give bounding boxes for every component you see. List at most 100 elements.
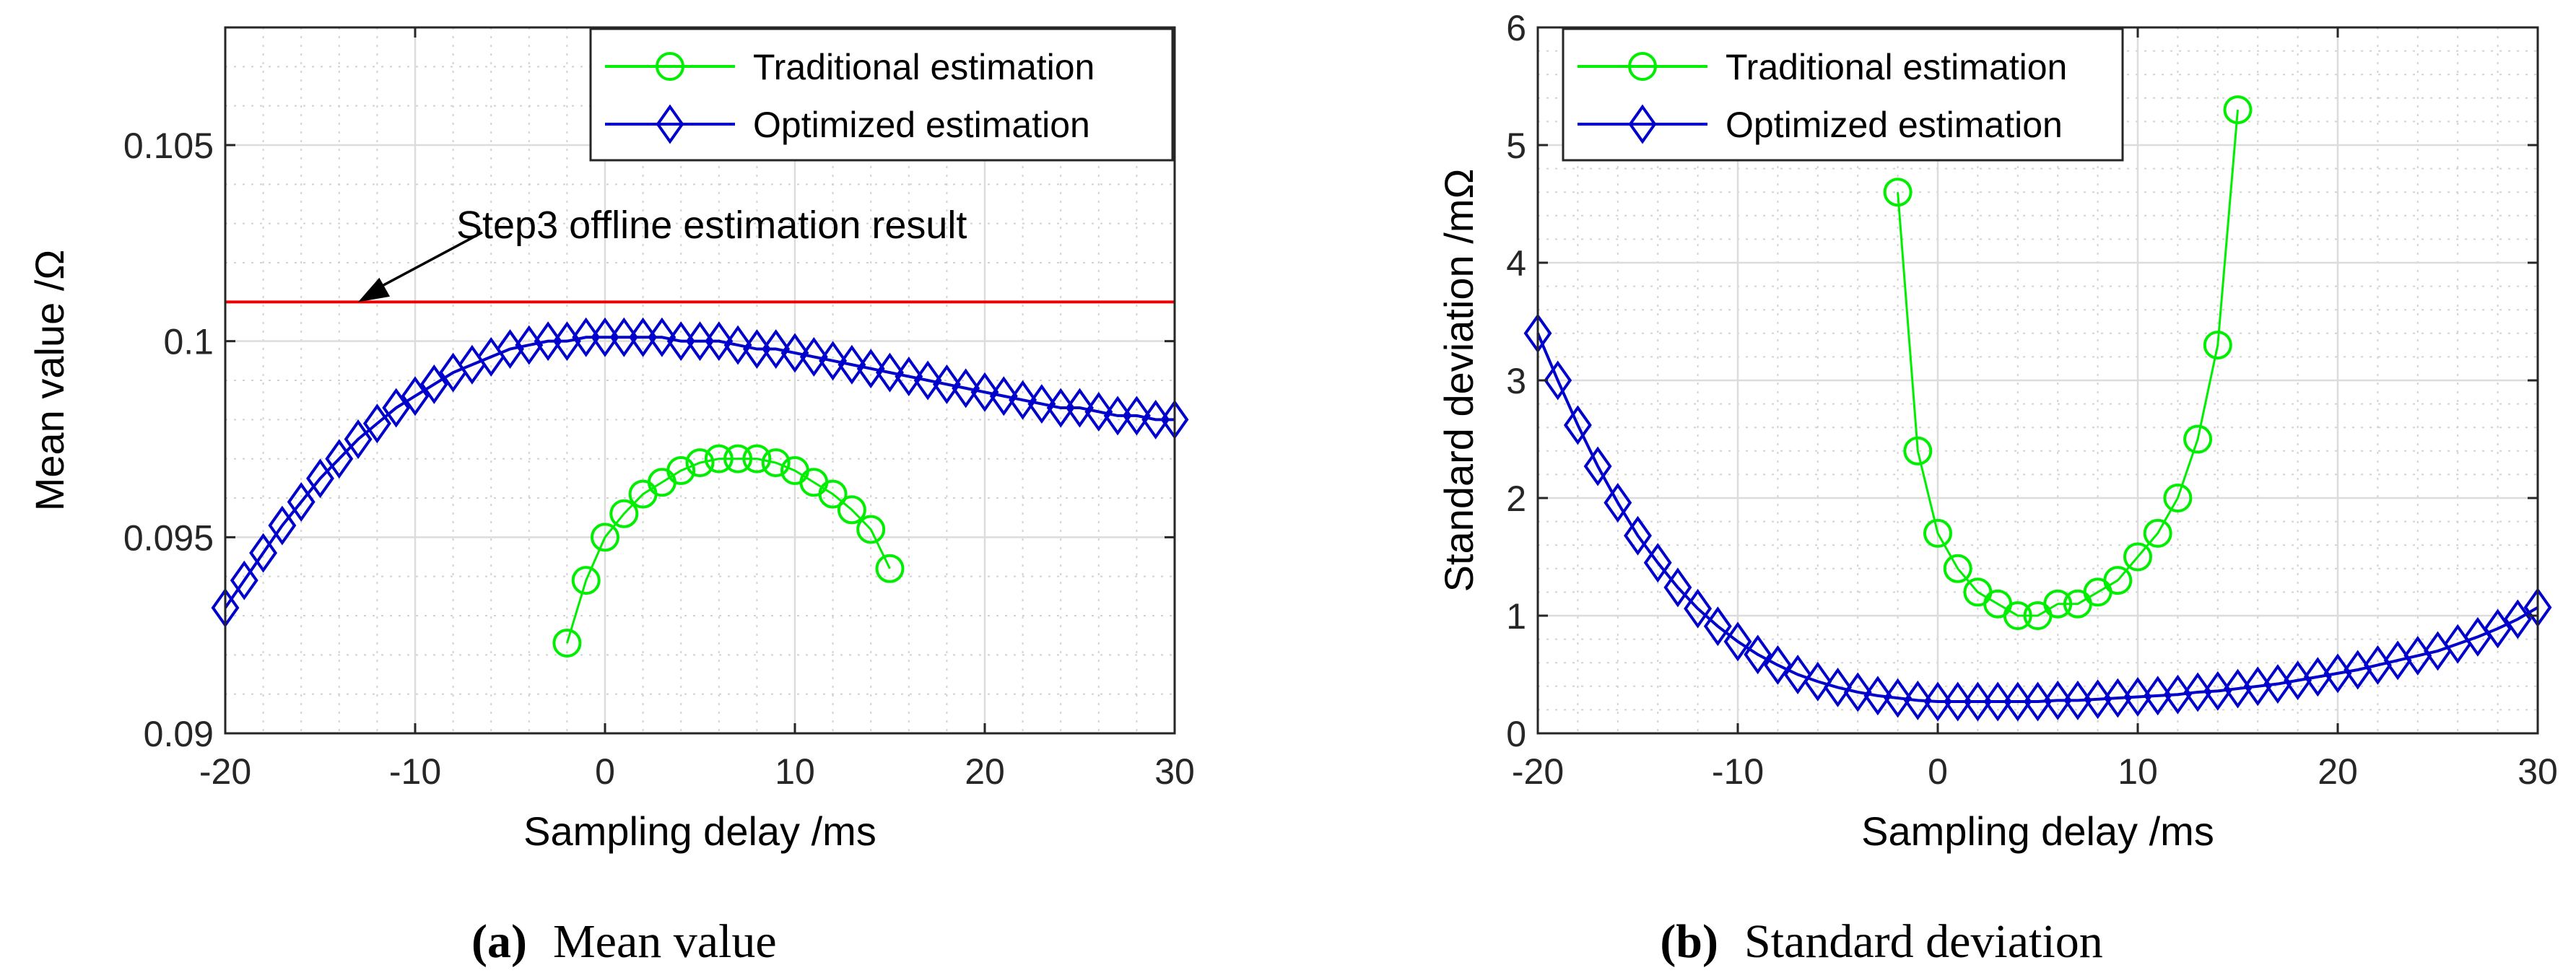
mean-data-point-diamond <box>591 317 619 357</box>
mean-y-axis-label: Mean value /Ω <box>27 250 72 512</box>
std-data-point-circle <box>2123 542 2152 572</box>
std-x-axis-label: Sampling delay /ms <box>1861 808 2214 854</box>
mean-ytick-label: 0.095 <box>123 518 214 558</box>
std-data-point-circle <box>1943 554 1972 583</box>
std-data-point-diamond <box>1803 661 1832 702</box>
std-data-point-diamond <box>1884 678 1913 718</box>
mean-data-point-diamond <box>572 317 601 357</box>
mean-ytick-label: 0.1 <box>163 322 214 362</box>
std-data-point-diamond <box>2243 666 2272 707</box>
mean-data-point-diamond <box>230 560 258 601</box>
mean-data-point-circle <box>761 448 791 478</box>
mean-legend-marker-circle <box>656 52 684 81</box>
std-data-point-diamond <box>2024 681 2052 722</box>
mean-data-point-circle <box>609 499 639 528</box>
std-ytick-label: 6 <box>1506 8 1526 48</box>
std-data-point-circle <box>1923 518 1952 548</box>
std-data-point-diamond <box>1583 446 1612 486</box>
std-data-point-circle <box>2203 331 2232 360</box>
mean-xtick-label: -20 <box>199 751 251 792</box>
mean-data-point-circle <box>666 455 696 485</box>
std-data-point-diamond <box>2503 599 2532 639</box>
mean-data-point-diamond <box>1084 392 1113 432</box>
mean-ytick-label: 0.105 <box>123 126 214 166</box>
mean-data-point-diamond <box>1103 396 1132 436</box>
standard-deviation-panel: -20 -10 0 10 20 30 0 1 2 3 4 5 6 Sampling delay /ms St… <box>1436 8 2558 854</box>
mean-data-point-diamond <box>362 403 391 444</box>
mean-series-optimized <box>211 317 1189 628</box>
std-data-point-diamond <box>1663 567 1692 608</box>
mean-data-point-diamond <box>1027 384 1056 424</box>
std-data-point-diamond <box>1983 681 2012 722</box>
mean-series-line <box>565 458 891 644</box>
mean-data-point-diamond <box>1066 388 1094 428</box>
std-legend-label: Optimized estimation <box>1726 105 2063 145</box>
std-data-point-diamond <box>2103 678 2132 718</box>
std-legend: Traditional estimation Optimized estimati… <box>1562 27 2124 162</box>
std-data-point-diamond <box>1604 483 1632 523</box>
mean-data-point-diamond <box>742 329 771 369</box>
mean-data-point-diamond <box>1122 396 1151 436</box>
std-ytick-label: 3 <box>1506 361 1526 401</box>
mean-xtick-label: 30 <box>1154 751 1195 792</box>
std-data-point-diamond <box>1783 655 1812 694</box>
std-data-point-diamond <box>1944 681 1972 722</box>
std-legend-marker-diamond <box>1628 104 1657 144</box>
std-data-point-diamond <box>2003 681 2032 722</box>
std-data-point-diamond <box>1923 681 1952 722</box>
mean-data-point-circle <box>856 515 886 544</box>
std-xtick-label: -20 <box>1512 751 1564 792</box>
caption-a-label: (a) <box>471 915 527 968</box>
std-data-point-diamond <box>2043 680 2072 720</box>
std-data-point-diamond <box>1563 405 1592 445</box>
mean-annotation-arrowhead <box>358 277 391 302</box>
std-data-point-diamond <box>1544 360 1572 401</box>
std-y-axis-label: Standard deviation /mΩ <box>1436 169 1481 593</box>
mean-legend: Traditional estimation Optimized estimati… <box>589 27 1174 162</box>
mean-data-point-diamond <box>648 317 676 357</box>
mean-data-point-diamond <box>913 360 942 401</box>
std-data-point-diamond <box>1843 672 1872 712</box>
std-data-point-diamond <box>1684 588 1713 629</box>
mean-data-point-diamond <box>723 325 752 365</box>
std-data-point-diamond <box>1703 606 1732 647</box>
std-data-point-diamond <box>2123 677 2152 717</box>
std-data-point-diamond <box>1963 681 1992 722</box>
mean-data-point-diamond <box>287 481 316 522</box>
mean-data-point-diamond <box>856 349 885 389</box>
std-xtick-label: 30 <box>2518 751 2558 792</box>
mean-data-point-diamond <box>306 458 334 499</box>
mean-data-point-diamond <box>249 533 278 573</box>
std-legend-label: Traditional estimation <box>1726 47 2067 87</box>
std-data-point-diamond <box>2224 668 2252 709</box>
mean-data-point-diamond <box>629 317 658 357</box>
mean-data-point-diamond <box>1046 388 1075 428</box>
std-data-point-diamond <box>1723 621 1752 662</box>
mean-data-point-diamond <box>534 321 562 362</box>
mean-data-point-diamond <box>705 321 734 362</box>
mean-annotation-text: Step3 offline estimation result <box>456 204 967 247</box>
mean-data-point-diamond <box>780 333 809 373</box>
std-series-line <box>1897 109 2239 617</box>
mean-data-point-diamond <box>1009 380 1037 420</box>
std-data-point-circle <box>2223 95 2253 125</box>
std-data-point-circle <box>2043 589 2073 619</box>
std-data-point-diamond <box>2163 674 2192 715</box>
std-data-point-circle <box>2003 601 2032 630</box>
mean-data-point-diamond <box>952 368 980 409</box>
mean-data-point-circle <box>591 523 619 552</box>
mean-data-point-circle <box>723 444 753 473</box>
mean-xtick-label: 10 <box>775 751 815 792</box>
std-data-point-diamond <box>2484 608 2512 649</box>
std-xtick-label: -10 <box>1712 751 1764 792</box>
std-ytick-label: 5 <box>1506 126 1526 166</box>
std-legend-box <box>1562 27 2124 162</box>
std-ytick-label: 0 <box>1506 714 1526 754</box>
mean-data-point-diamond <box>609 317 638 357</box>
std-ytick-label: 4 <box>1506 243 1526 284</box>
mean-data-point-diamond <box>876 352 904 393</box>
mean-data-point-diamond <box>268 505 297 546</box>
std-data-point-diamond <box>2183 672 2212 712</box>
mean-data-point-diamond <box>686 321 714 362</box>
std-data-point-diamond <box>1643 543 1672 583</box>
